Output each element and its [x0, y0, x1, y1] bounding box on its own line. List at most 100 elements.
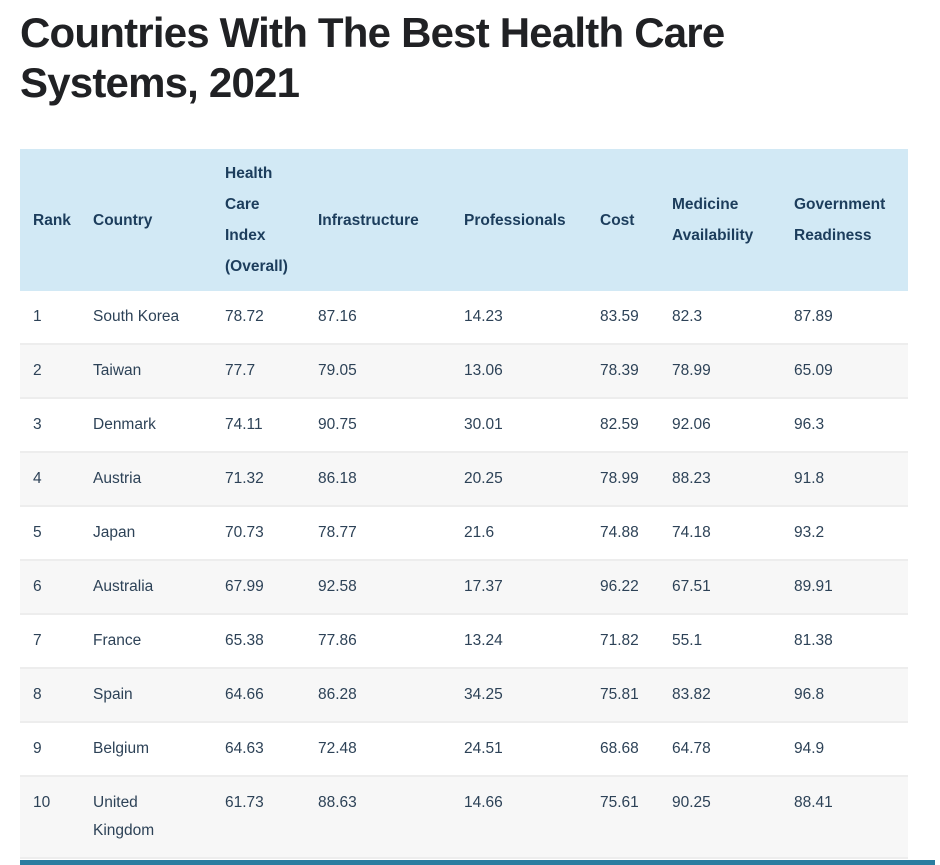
cell-country: United Kingdom	[93, 794, 155, 840]
cell-value: 96.3	[794, 416, 825, 434]
cell-value: 90.25	[672, 794, 711, 812]
page-title: Countries With The Best Health Care Syst…	[20, 9, 725, 106]
cell-value: 65.09	[794, 362, 833, 380]
cell-value: 75.81	[600, 686, 639, 704]
cell-value: 81.38	[794, 632, 833, 650]
table-row: 6 Australia 67.99 92.58 17.37 96.22 67.51 89.91	[20, 560, 908, 615]
cell-value: 14.66	[464, 794, 503, 812]
cell-country: Austria	[93, 470, 142, 488]
cell-value: 68.68	[600, 740, 639, 758]
cell-value: 78.99	[672, 362, 711, 380]
table-row: 5 Japan 70.73 78.77 21.6 74.88 74.18 93.2	[20, 506, 908, 561]
cell-value: 71.32	[225, 470, 264, 488]
cell-value: 82.59	[600, 416, 639, 434]
table-header: Rank Country Health Care Index (Overall) In…	[20, 149, 908, 292]
table-body: 1 South Korea 78.72 87.16 14.23 83.59 82.3 87.8…	[20, 291, 908, 859]
cell-value: 92.58	[318, 578, 357, 596]
column-header-professionals: Professionals	[451, 149, 587, 292]
cell-value: 61.73	[225, 794, 264, 812]
column-header-country: Country	[80, 149, 212, 292]
table-row: 2 Taiwan 77.7 79.05 13.06 78.39 78.99 65.09	[20, 344, 908, 399]
cell-value: 72.48	[318, 740, 357, 758]
cell-value: 96.22	[600, 578, 639, 596]
cell-country: France	[93, 632, 142, 650]
cell-value: 92.06	[672, 416, 711, 434]
page: Countries With The Best Health Care Syst…	[0, 8, 940, 865]
cell-value: 88.63	[318, 794, 357, 812]
cell-value: 88.23	[672, 470, 711, 488]
column-header-rank: Rank	[20, 149, 80, 292]
cell-country: Spain	[93, 686, 133, 704]
column-header-government-readiness: Government Readiness	[781, 149, 908, 292]
cell-value: 78.99	[600, 470, 639, 488]
cell-value: 74.11	[225, 416, 263, 434]
cell-value: 77.86	[318, 632, 357, 650]
cell-value: 21.6	[464, 524, 495, 542]
table-row: 9 Belgium 64.63 72.48 24.51 68.68 64.78 94.9	[20, 722, 908, 777]
cell-value: 34.25	[464, 686, 503, 704]
cell-value: 86.18	[318, 470, 357, 488]
cell-country: South Korea	[93, 308, 180, 326]
cell-value: 17.37	[464, 578, 503, 596]
table-row: 10 United Kingdom 61.73 88.63 14.66 75.61 90.2…	[20, 776, 908, 859]
cell-value: 96.8	[794, 686, 825, 704]
cell-rank: 8	[33, 686, 42, 704]
table-row: 4 Austria 71.32 86.18 20.25 78.99 88.23 91.8	[20, 452, 908, 507]
cell-rank: 3	[33, 416, 42, 434]
cell-value: 93.2	[794, 524, 825, 542]
cell-country: Belgium	[93, 740, 149, 758]
cell-value: 87.16	[318, 308, 357, 326]
table-row: 3 Denmark 74.11 90.75 30.01 82.59 92.06 96.3	[20, 398, 908, 453]
cell-value: 90.75	[318, 416, 357, 434]
cell-value: 89.91	[794, 578, 833, 596]
cell-value: 14.23	[464, 308, 503, 326]
cell-value: 83.82	[672, 686, 711, 704]
bottom-divider-bar	[20, 860, 935, 865]
column-header-cost: Cost	[587, 149, 659, 292]
cell-country: Taiwan	[93, 362, 142, 380]
cell-value: 94.9	[794, 740, 825, 758]
cell-value: 64.63	[225, 740, 264, 758]
cell-value: 13.24	[464, 632, 503, 650]
cell-value: 65.38	[225, 632, 264, 650]
cell-value: 87.89	[794, 308, 833, 326]
cell-value: 91.8	[794, 470, 825, 488]
cell-rank: 6	[33, 578, 42, 596]
cell-value: 75.61	[600, 794, 639, 812]
header-row: Rank Country Health Care Index (Overall) In…	[20, 149, 908, 292]
cell-value: 13.06	[464, 362, 503, 380]
cell-value: 83.59	[600, 308, 639, 326]
cell-value: 71.82	[600, 632, 639, 650]
cell-value: 30.01	[464, 416, 503, 434]
column-header-medicine-availability: Medicine Availability	[659, 149, 781, 292]
cell-value: 82.3	[672, 308, 703, 326]
table-row: 1 South Korea 78.72 87.16 14.23 83.59 82.3 87.8…	[20, 291, 908, 345]
cell-value: 78.72	[225, 308, 264, 326]
cell-value: 24.51	[464, 740, 503, 758]
healthcare-rankings-table: Rank Country Health Care Index (Overall) In…	[20, 149, 908, 859]
cell-value: 67.51	[672, 578, 711, 596]
cell-rank: 9	[33, 740, 42, 758]
table-row: 7 France 65.38 77.86 13.24 71.82 55.1 81.38	[20, 614, 908, 669]
cell-rank: 10	[33, 794, 51, 812]
cell-rank: 5	[33, 524, 42, 542]
cell-value: 74.88	[600, 524, 639, 542]
cell-country: Japan	[93, 524, 136, 542]
cell-value: 67.99	[225, 578, 264, 596]
cell-value: 78.77	[318, 524, 357, 542]
cell-value: 70.73	[225, 524, 264, 542]
cell-rank: 4	[33, 470, 42, 488]
cell-value: 88.41	[794, 794, 833, 812]
cell-country: Denmark	[93, 416, 156, 434]
cell-value: 86.28	[318, 686, 357, 704]
cell-rank: 2	[33, 362, 42, 380]
cell-value: 77.7	[225, 362, 256, 380]
cell-value: 64.66	[225, 686, 264, 704]
column-header-health-care-index-overall: Health Care Index (Overall)	[212, 149, 305, 292]
cell-rank: 1	[33, 308, 42, 326]
cell-rank: 7	[33, 632, 42, 650]
cell-country: Australia	[93, 578, 154, 596]
table-row: 8 Spain 64.66 86.28 34.25 75.81 83.82 96.8	[20, 668, 908, 723]
cell-value: 79.05	[318, 362, 357, 380]
column-header-infrastructure: Infrastructure	[305, 149, 451, 292]
